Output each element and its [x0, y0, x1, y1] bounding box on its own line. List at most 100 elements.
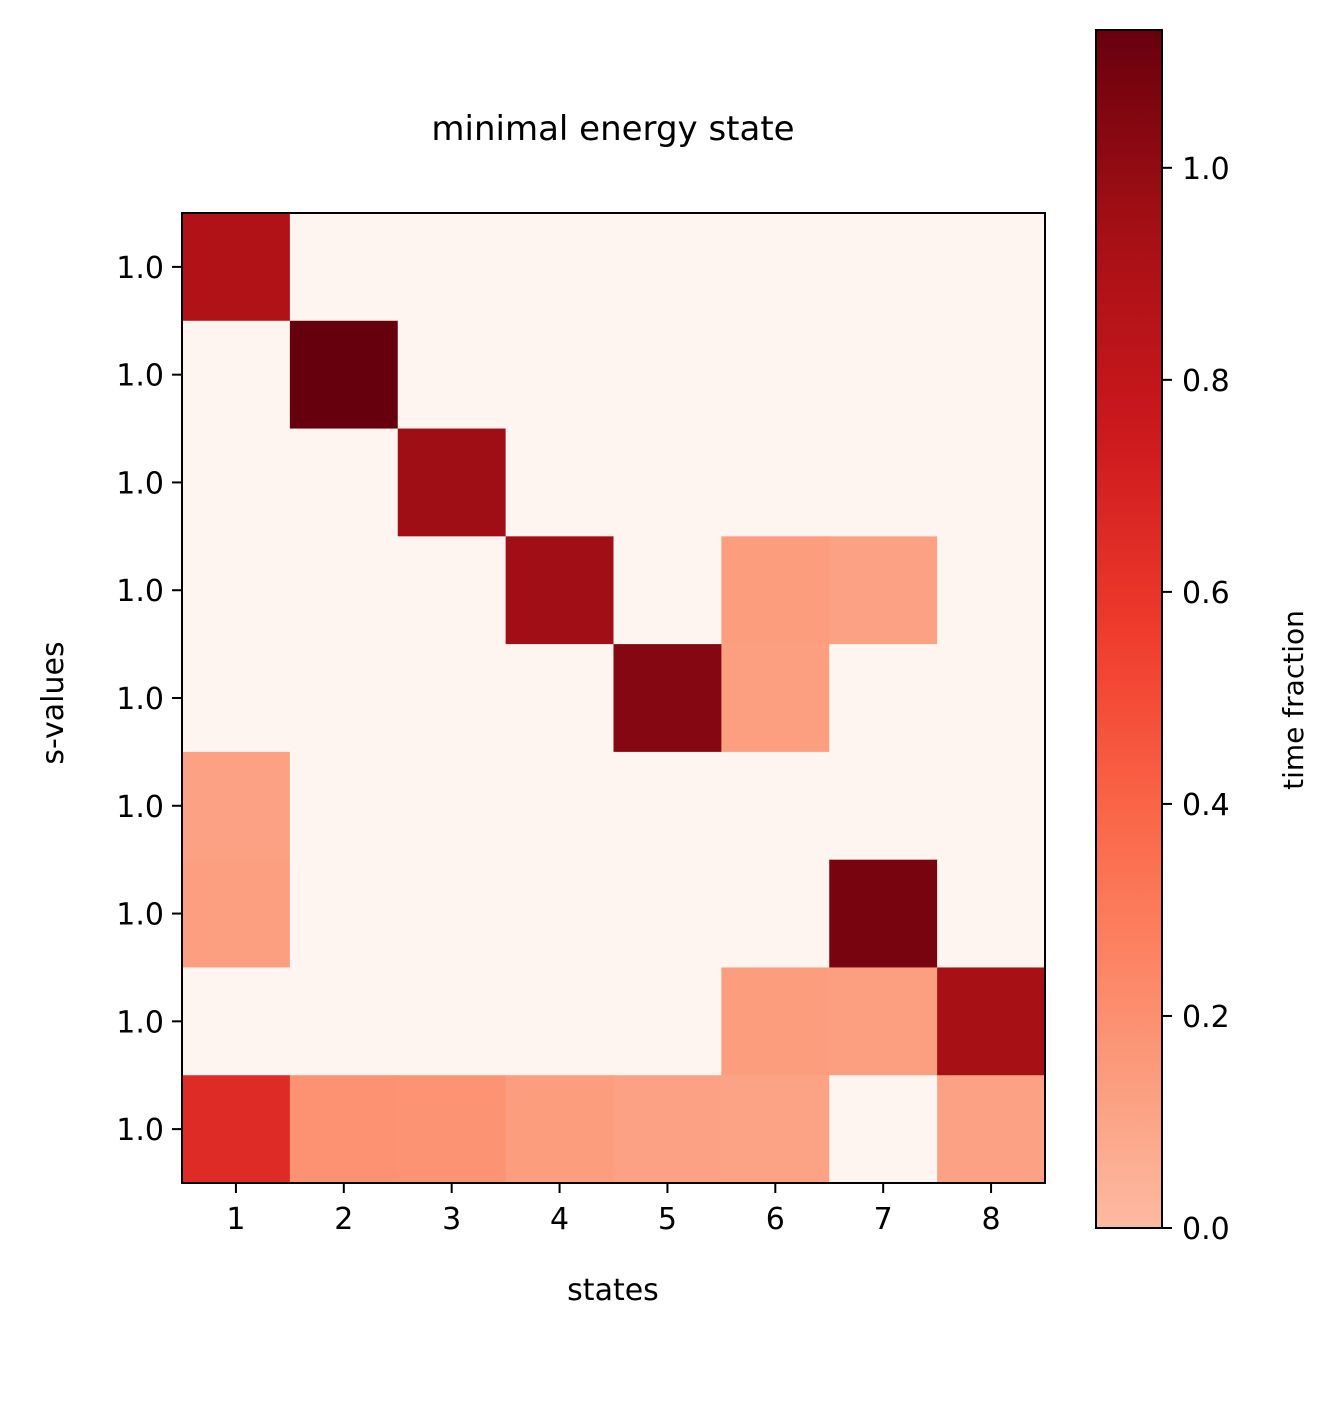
- y-tick-label: 1.0: [116, 898, 164, 933]
- x-tick-label: 5: [658, 1202, 677, 1237]
- heatmap-cell: [829, 1075, 938, 1184]
- heatmap-cell: [721, 751, 830, 861]
- heatmap-cell: [289, 1075, 399, 1184]
- heatmap-cell: [397, 536, 507, 645]
- colorbar-tick-label: 0.4: [1182, 788, 1230, 823]
- heatmap-cell: [829, 320, 938, 430]
- heatmap-cell: [829, 428, 938, 537]
- heatmap-cell: [505, 213, 615, 322]
- heatmap-cell: [937, 751, 1046, 861]
- heatmap-cell: [289, 751, 399, 861]
- x-axis: 1 2 3 4 5 6 7 8: [226, 1183, 1001, 1237]
- heatmap-cell: [937, 967, 1046, 1076]
- heatmap-cell: [937, 320, 1046, 430]
- heatmap-cell: [829, 213, 938, 322]
- y-tick-label: 1.0: [116, 359, 164, 394]
- heatmap-cell: [613, 859, 722, 969]
- colorbar-tick-label: 0.0: [1182, 1212, 1230, 1247]
- heatmap-cell: [613, 428, 722, 537]
- heatmap-cell: [829, 967, 938, 1076]
- heatmap-cell: [613, 751, 722, 861]
- heatmap-cell: [289, 213, 399, 322]
- heatmap-cell: [182, 751, 291, 861]
- heatmap-cell: [182, 1075, 291, 1184]
- y-tick-label: 1.0: [116, 574, 164, 609]
- heatmap-cell: [505, 967, 615, 1076]
- heatmap-cell: [289, 536, 399, 645]
- x-tick-label: 6: [766, 1202, 785, 1237]
- heatmap-cell: [613, 536, 722, 645]
- heatmap-cell: [721, 1075, 830, 1184]
- x-tick-label: 3: [442, 1202, 461, 1237]
- y-tick-label: 1.0: [116, 466, 164, 501]
- heatmap-cell: [721, 967, 830, 1076]
- x-axis-label: states: [567, 1273, 659, 1308]
- heatmap-cell: [937, 644, 1046, 753]
- heatmap-cell: [397, 320, 507, 430]
- heatmap-cell: [829, 859, 938, 969]
- heatmap-cell: [289, 428, 399, 537]
- heatmap-cell: [613, 1075, 722, 1184]
- heatmap-cell: [505, 859, 615, 969]
- heatmap-cell: [505, 428, 615, 537]
- heatmap-cell: [937, 213, 1046, 322]
- heatmap-cell: [397, 428, 507, 537]
- heatmap-cell: [289, 320, 399, 430]
- heatmap-cell: [182, 859, 291, 969]
- heatmap-cell: [289, 859, 399, 969]
- heatmap-cell: [397, 644, 507, 753]
- x-tick-label: 7: [874, 1202, 893, 1237]
- heatmap-cell: [397, 967, 507, 1076]
- heatmap-cell: [505, 1075, 615, 1184]
- heatmap-cell: [397, 751, 507, 861]
- heatmap-cell: [505, 536, 615, 645]
- heatmap-cell: [613, 213, 722, 322]
- heatmap-cell: [182, 213, 291, 322]
- heatmap-cell: [289, 967, 399, 1076]
- heatmap-cell: [613, 967, 722, 1076]
- heatmap-cell: [721, 536, 830, 645]
- colorbar-tick-label: 0.2: [1182, 1000, 1230, 1035]
- heatmap-cell: [937, 428, 1046, 537]
- heatmap-cell: [937, 1075, 1046, 1184]
- heatmap-cell: [397, 213, 507, 322]
- heatmap-cell: [397, 1075, 507, 1184]
- x-tick-label: 4: [550, 1202, 569, 1237]
- heatmap-cell: [182, 320, 291, 430]
- heatmap-cell: [505, 751, 615, 861]
- chart-title: minimal energy state: [431, 109, 794, 149]
- heatmap-cell: [721, 320, 830, 430]
- y-axis-label: s-values: [36, 641, 71, 764]
- x-tick-label: 8: [982, 1202, 1001, 1237]
- x-tick-label: 2: [334, 1202, 353, 1237]
- heatmap-cell: [613, 644, 722, 753]
- colorbar-ticks: 0.0 0.2 0.4 0.6 0.8 1.0: [1162, 152, 1230, 1247]
- heatmap-cell: [505, 644, 615, 753]
- y-tick-label: 1.0: [116, 1005, 164, 1040]
- heatmap-cell: [937, 859, 1046, 969]
- heatmap-cell: [721, 644, 830, 753]
- y-tick-label: 1.0: [116, 682, 164, 717]
- heatmap-cell: [937, 536, 1046, 645]
- heatmap-cell: [182, 644, 291, 753]
- y-tick-label: 1.0: [116, 1113, 164, 1148]
- colorbar-label: time fraction: [1277, 610, 1310, 790]
- colorbar-tick-label: 1.0: [1182, 152, 1230, 187]
- colorbar-tick-label: 0.6: [1182, 576, 1230, 611]
- y-tick-label: 1.0: [116, 790, 164, 825]
- heatmap-cell: [505, 320, 615, 430]
- heatmap-cell: [182, 967, 291, 1076]
- heatmap-cell: [613, 320, 722, 430]
- heatmap-cell: [721, 859, 830, 969]
- y-axis: 1.0 1.0 1.0 1.0 1.0 1.0 1.0 1.0 1.0: [116, 251, 182, 1148]
- heatmap-cell: [182, 536, 291, 645]
- heatmap-cell: [829, 536, 938, 645]
- x-tick-label: 1: [226, 1202, 245, 1237]
- heatmap-cell: [182, 428, 291, 537]
- heatmap-cell: [829, 644, 938, 753]
- heatmap-cell: [397, 859, 507, 969]
- heatmap-cell: [721, 213, 830, 322]
- heatmap-cell: [289, 644, 399, 753]
- colorbar: [1095, 29, 1163, 1229]
